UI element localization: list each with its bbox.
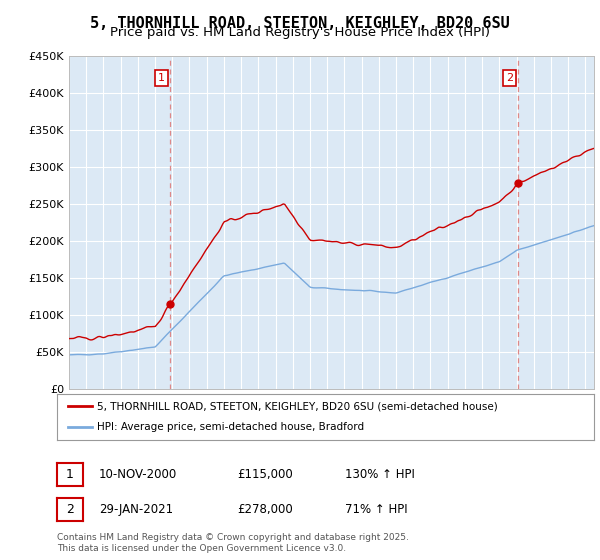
Text: £278,000: £278,000 — [237, 503, 293, 516]
Text: Price paid vs. HM Land Registry's House Price Index (HPI): Price paid vs. HM Land Registry's House … — [110, 26, 490, 39]
Text: 2: 2 — [506, 73, 513, 83]
Text: 5, THORNHILL ROAD, STEETON, KEIGHLEY, BD20 6SU: 5, THORNHILL ROAD, STEETON, KEIGHLEY, BD… — [90, 16, 510, 31]
Text: 5, THORNHILL ROAD, STEETON, KEIGHLEY, BD20 6SU (semi-detached house): 5, THORNHILL ROAD, STEETON, KEIGHLEY, BD… — [97, 401, 498, 411]
Text: £115,000: £115,000 — [237, 468, 293, 481]
Text: 71% ↑ HPI: 71% ↑ HPI — [345, 503, 407, 516]
Text: Contains HM Land Registry data © Crown copyright and database right 2025.
This d: Contains HM Land Registry data © Crown c… — [57, 533, 409, 553]
Text: 2: 2 — [66, 503, 74, 516]
Text: 29-JAN-2021: 29-JAN-2021 — [99, 503, 173, 516]
Text: 10-NOV-2000: 10-NOV-2000 — [99, 468, 177, 481]
Text: 130% ↑ HPI: 130% ↑ HPI — [345, 468, 415, 481]
Text: 1: 1 — [158, 73, 165, 83]
Text: 1: 1 — [66, 468, 74, 481]
Text: HPI: Average price, semi-detached house, Bradford: HPI: Average price, semi-detached house,… — [97, 422, 364, 432]
